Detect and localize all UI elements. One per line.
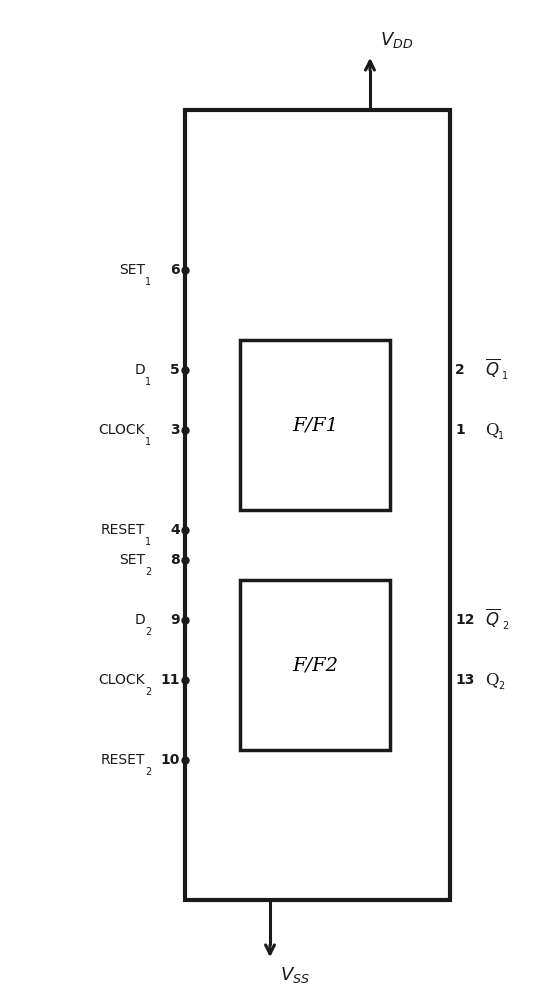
- Text: CLOCK: CLOCK: [98, 423, 145, 437]
- Text: 2: 2: [502, 621, 508, 631]
- Text: 9: 9: [170, 613, 180, 627]
- Text: 2: 2: [455, 363, 465, 377]
- Text: 13: 13: [455, 673, 474, 687]
- Text: F/F2: F/F2: [292, 656, 338, 674]
- Text: 4: 4: [170, 523, 180, 537]
- Text: D: D: [134, 613, 145, 627]
- Text: 8: 8: [170, 553, 180, 567]
- Text: 1: 1: [455, 423, 465, 437]
- Bar: [240, 580, 390, 750]
- Text: SET: SET: [119, 553, 145, 567]
- Text: 1: 1: [502, 371, 508, 381]
- Text: 6: 6: [170, 263, 180, 277]
- Text: RESET: RESET: [101, 523, 145, 537]
- Text: 2: 2: [145, 687, 151, 697]
- Text: Q: Q: [485, 672, 499, 688]
- Text: CLOCK: CLOCK: [98, 673, 145, 687]
- Text: $\overline{Q}$: $\overline{Q}$: [485, 357, 500, 379]
- Text: 1: 1: [145, 377, 151, 387]
- Bar: [185, 110, 450, 900]
- Text: 2: 2: [145, 627, 151, 637]
- Text: 5: 5: [170, 363, 180, 377]
- Text: 2: 2: [145, 767, 151, 777]
- Text: 7: 7: [278, 880, 289, 895]
- Text: 12: 12: [455, 613, 474, 627]
- Text: $V_{SS}$: $V_{SS}$: [280, 965, 310, 985]
- Text: 1: 1: [145, 537, 151, 547]
- Text: 11: 11: [161, 673, 180, 687]
- Text: Q: Q: [485, 422, 499, 438]
- Text: F/F1: F/F1: [292, 416, 338, 434]
- Text: 2: 2: [145, 567, 151, 577]
- Text: 14: 14: [378, 118, 399, 133]
- Text: $V_{DD}$: $V_{DD}$: [380, 30, 413, 50]
- Text: 1: 1: [498, 431, 504, 441]
- Bar: [240, 340, 390, 510]
- Text: $\overline{Q}$: $\overline{Q}$: [485, 607, 500, 629]
- Text: D: D: [134, 363, 145, 377]
- Text: 3: 3: [170, 423, 180, 437]
- Text: 1: 1: [145, 437, 151, 447]
- Text: RESET: RESET: [101, 753, 145, 767]
- Text: 10: 10: [161, 753, 180, 767]
- Text: 2: 2: [498, 681, 504, 691]
- Text: SET: SET: [119, 263, 145, 277]
- Text: 1: 1: [145, 277, 151, 287]
